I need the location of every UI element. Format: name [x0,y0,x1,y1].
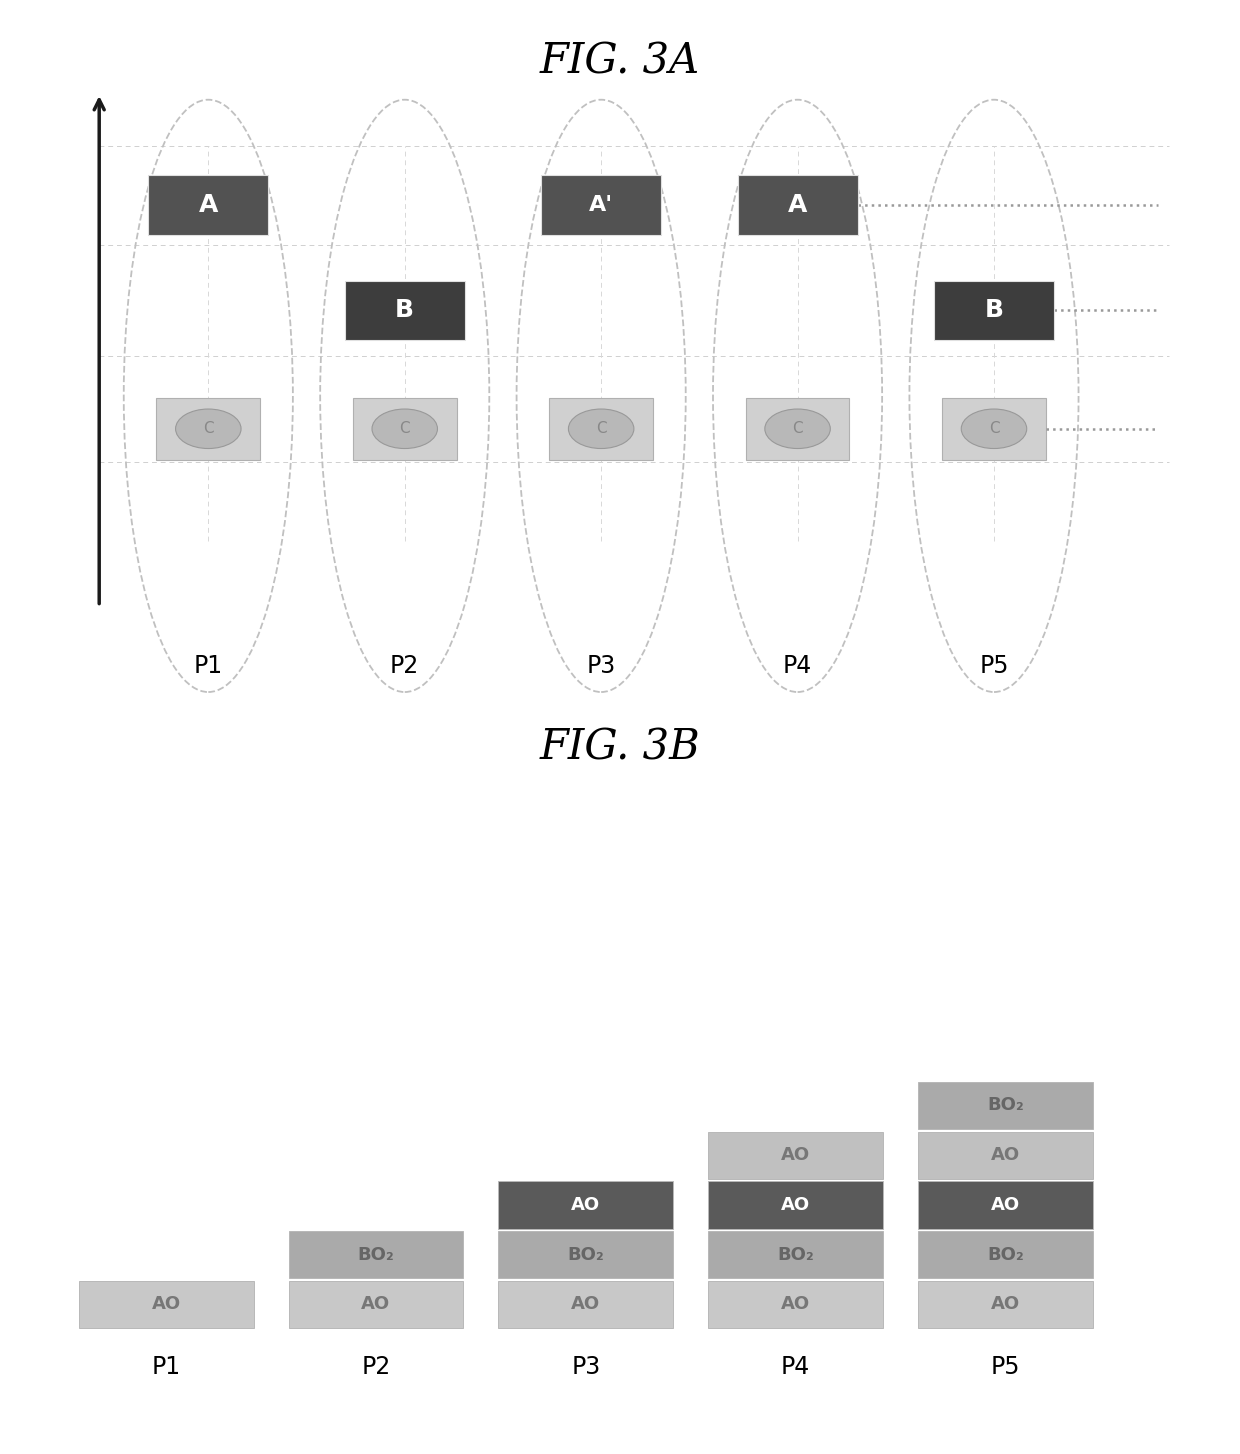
Text: A': A' [589,195,614,215]
Text: A: A [198,193,218,217]
Text: AO: AO [151,1296,181,1313]
Text: BO₂: BO₂ [777,1246,813,1264]
Circle shape [961,409,1027,448]
Bar [708,1181,883,1229]
Text: C: C [792,422,802,436]
Bar [918,1131,1092,1179]
Text: AO: AO [991,1296,1021,1313]
Text: P2: P2 [391,654,419,678]
Text: AO: AO [781,1146,810,1165]
Circle shape [372,409,438,448]
Circle shape [176,409,241,448]
Text: C: C [988,422,999,436]
Text: FIG. 3B: FIG. 3B [539,727,701,769]
Text: P4: P4 [781,1355,810,1378]
Bar [918,1281,1092,1328]
Text: P1: P1 [193,654,223,678]
Bar [541,176,661,234]
Text: P3: P3 [587,654,616,678]
Bar [708,1131,883,1179]
Text: FIG. 3A: FIG. 3A [539,41,701,83]
Text: P5: P5 [991,1355,1021,1378]
Text: C: C [596,422,606,436]
Bar [745,397,849,459]
Bar [708,1232,883,1278]
Bar [79,1281,254,1328]
Bar [498,1232,673,1278]
Text: AO: AO [361,1296,391,1313]
Text: P5: P5 [980,654,1008,678]
Text: BO₂: BO₂ [568,1246,604,1264]
Bar [156,397,260,459]
Text: AO: AO [572,1197,600,1214]
Bar [149,176,268,234]
Text: AO: AO [572,1296,600,1313]
Bar [549,397,653,459]
Bar [498,1181,673,1229]
Bar [942,397,1045,459]
Text: P1: P1 [151,1355,181,1378]
Circle shape [765,409,831,448]
Text: P3: P3 [572,1355,600,1378]
Text: AO: AO [991,1197,1021,1214]
Bar [345,281,465,340]
Text: AO: AO [781,1296,810,1313]
Text: BO₂: BO₂ [357,1246,394,1264]
Bar [289,1281,464,1328]
Bar [738,176,858,234]
Text: C: C [399,422,410,436]
Bar [918,1232,1092,1278]
Text: AO: AO [991,1146,1021,1165]
Bar [353,397,456,459]
Text: P4: P4 [782,654,812,678]
Circle shape [568,409,634,448]
Bar [934,281,1054,340]
Text: A: A [787,193,807,217]
Text: AO: AO [781,1197,810,1214]
Bar [289,1232,464,1278]
Bar [498,1281,673,1328]
Text: P2: P2 [361,1355,391,1378]
Text: BO₂: BO₂ [987,1246,1024,1264]
Text: BO₂: BO₂ [987,1096,1024,1114]
Bar [918,1082,1092,1130]
Text: B: B [985,298,1003,323]
Bar [708,1281,883,1328]
Text: C: C [203,422,213,436]
Text: B: B [396,298,414,323]
Bar [918,1181,1092,1229]
